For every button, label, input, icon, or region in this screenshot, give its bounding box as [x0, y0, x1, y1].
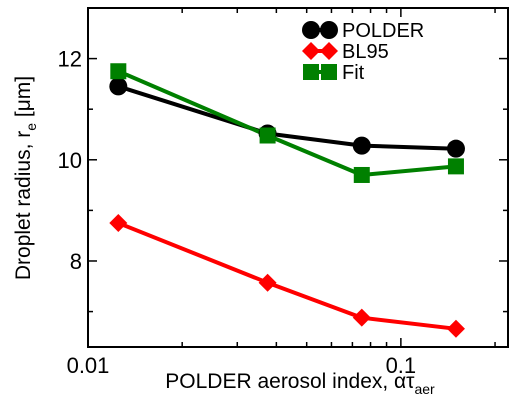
data-point-fit [447, 158, 464, 175]
legend-marker-fit [303, 64, 319, 80]
legend-label-fit: Fit [342, 62, 365, 84]
y-axis-label: Droplet radius, re [μm] [12, 76, 39, 280]
data-point-bl95 [446, 319, 465, 338]
axis-ticks [87, 7, 508, 347]
legend-marker-polder [320, 21, 338, 39]
data-point-fit [353, 166, 370, 183]
y-tick-label: 10 [58, 148, 82, 173]
data-point-fit [259, 127, 276, 144]
legend-marker-bl95 [320, 42, 338, 60]
legend-label-polder: POLDER [342, 20, 424, 42]
series-line-bl95 [117, 221, 457, 331]
series-line-fit [117, 69, 457, 177]
y-tick-label: 12 [58, 47, 82, 72]
data-point-bl95 [258, 273, 277, 292]
data-point-polder [109, 77, 128, 96]
series-lines [117, 69, 457, 331]
legend-marker-polder [302, 21, 320, 39]
data-point-polder [446, 139, 465, 158]
plot-frame [87, 7, 509, 348]
data-point-polder [352, 136, 371, 155]
legend-marker-fit [321, 64, 337, 80]
data-point-bl95 [109, 214, 128, 233]
series-line-polder [117, 84, 457, 151]
data-point-fit [110, 63, 127, 80]
data-point-bl95 [352, 308, 371, 327]
series-markers [109, 63, 465, 338]
legend-label-bl95: BL95 [342, 41, 389, 63]
tick-labels: 0.01 0.1 8 10 12 [58, 47, 417, 378]
x-tick-label: 0.1 [386, 353, 417, 378]
x-tick-label: 0.01 [67, 353, 110, 378]
y-tick-label: 8 [70, 249, 82, 274]
legend-marker-bl95 [302, 42, 320, 60]
x-axis-label: POLDER aerosol index, ατaer [165, 370, 435, 397]
